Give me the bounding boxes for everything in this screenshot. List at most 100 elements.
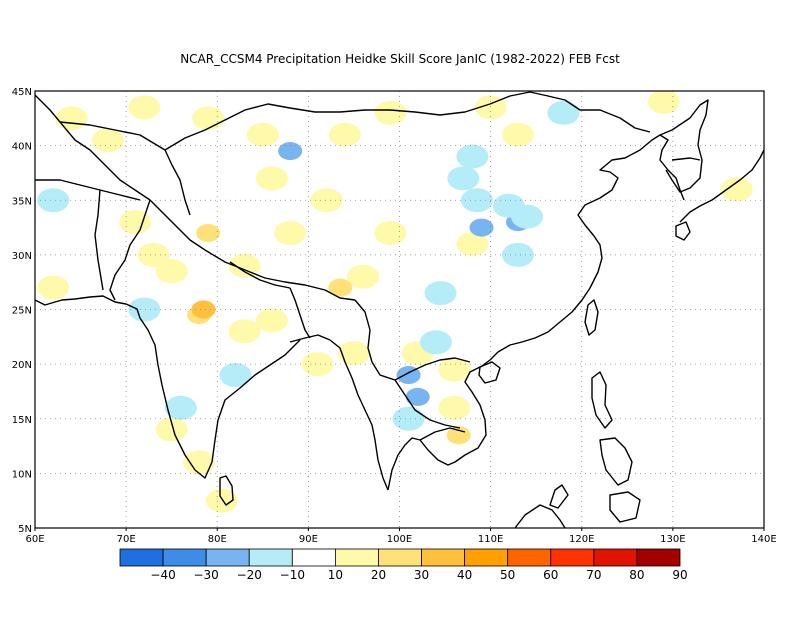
border-indochina bbox=[394, 357, 471, 381]
axis-labels: 60E 70E 80E 90E 100E 110E 120E 130E 140E 5N 10N 15N… bbox=[12, 87, 777, 545]
colorbar-label: 20 bbox=[371, 568, 386, 582]
coastline-visayas bbox=[599, 437, 633, 486]
skill-patch bbox=[205, 488, 238, 513]
coastline-south-china bbox=[497, 235, 603, 353]
skill-patch bbox=[405, 387, 430, 406]
border-nepal bbox=[229, 261, 291, 289]
border-cambodia bbox=[419, 427, 466, 441]
lat-tick-label: 15N bbox=[12, 415, 32, 426]
colorbar-swatch bbox=[378, 548, 422, 567]
skill-patch bbox=[460, 188, 493, 213]
border-laos bbox=[394, 379, 461, 429]
colorbar-swatch bbox=[507, 548, 552, 567]
coastline-borneo bbox=[514, 504, 566, 528]
coastline-japan bbox=[679, 149, 764, 223]
skill-patch bbox=[192, 106, 225, 131]
lat-tick-label: 45N bbox=[12, 87, 32, 98]
skill-patch bbox=[374, 100, 407, 125]
skill-patch bbox=[438, 395, 471, 420]
border-himalaya bbox=[149, 199, 356, 301]
skill-patch bbox=[438, 357, 471, 382]
colorbar-label: 50 bbox=[500, 568, 515, 582]
skill-patch bbox=[469, 218, 494, 237]
colorbar-swatch bbox=[334, 548, 379, 567]
skill-patch bbox=[196, 224, 221, 243]
lat-tick-label: 25N bbox=[12, 306, 32, 317]
skill-patch bbox=[424, 281, 457, 306]
skill-patch bbox=[446, 426, 471, 445]
skill-patch bbox=[255, 308, 288, 333]
colorbar-label: 80 bbox=[629, 568, 644, 582]
colorbar: −40 −30 −20 −10 10 20 30 40 50 60 70 80 90 bbox=[119, 548, 688, 582]
lat-tick-label: 20N bbox=[12, 360, 32, 371]
skill-patch bbox=[301, 352, 334, 377]
colorbar-swatch bbox=[291, 548, 336, 567]
colorbar-label: −10 bbox=[280, 568, 305, 582]
skill-patch bbox=[374, 221, 407, 246]
skill-patch bbox=[328, 122, 361, 147]
colorbar-label: 70 bbox=[586, 568, 601, 582]
colorbar-label: 30 bbox=[414, 568, 429, 582]
skill-patch bbox=[447, 166, 480, 191]
coastline-myanmar bbox=[289, 334, 389, 491]
skill-patch bbox=[647, 91, 680, 114]
colorbar-swatch bbox=[593, 548, 638, 567]
coastline-luzon bbox=[591, 371, 613, 429]
colorbar-swatch bbox=[205, 548, 250, 567]
skill-patch bbox=[155, 259, 188, 284]
colorbar-label: 40 bbox=[457, 568, 472, 582]
skill-patch bbox=[191, 300, 216, 319]
colorbar-label: −30 bbox=[193, 568, 218, 582]
skill-patches bbox=[37, 91, 753, 513]
lon-tick-label: 140E bbox=[751, 534, 776, 545]
coastline-kyushu bbox=[675, 221, 691, 241]
skill-patch bbox=[278, 142, 303, 161]
chart-title: NCAR_CCSM4 Precipitation Heidke Skill Sc… bbox=[180, 52, 620, 66]
coastline-malay bbox=[387, 351, 499, 491]
skill-patch bbox=[155, 417, 188, 442]
skill-patch bbox=[55, 106, 88, 131]
border-india-pakistan bbox=[109, 199, 151, 301]
border-korea bbox=[671, 157, 701, 161]
skill-patch bbox=[228, 253, 261, 278]
border-kashmir bbox=[164, 149, 191, 216]
lon-tick-label: 70E bbox=[117, 534, 136, 545]
colorbar-swatch bbox=[636, 548, 681, 567]
skill-patch bbox=[255, 166, 288, 191]
lat-tick-label: 30N bbox=[12, 251, 32, 262]
coastline-taiwan bbox=[584, 299, 599, 336]
skill-patch bbox=[37, 275, 70, 300]
skill-patch bbox=[183, 450, 216, 475]
lat-tick-label: 5N bbox=[18, 524, 32, 535]
coastline-india bbox=[139, 317, 301, 479]
colorbar-swatch bbox=[248, 548, 293, 567]
colorbar-swatch bbox=[550, 548, 595, 567]
skill-patch bbox=[274, 221, 307, 246]
coastline-sri-lanka bbox=[219, 475, 234, 506]
coastlines-and-borders bbox=[35, 91, 764, 528]
skill-patch bbox=[492, 193, 525, 218]
lon-tick-label: 120E bbox=[569, 534, 594, 545]
lat-tick-label: 10N bbox=[12, 469, 32, 480]
colorbar-swatch bbox=[162, 548, 207, 567]
skill-patch bbox=[328, 278, 353, 297]
lon-tick-label: 90E bbox=[299, 534, 318, 545]
skill-patch bbox=[128, 95, 161, 120]
colorbar-label: 10 bbox=[328, 568, 343, 582]
colorbar-swatch bbox=[421, 548, 466, 567]
colorbar-swatch bbox=[119, 548, 164, 567]
coastline-mindanao bbox=[609, 491, 641, 523]
skill-patch bbox=[419, 330, 452, 355]
lat-tick-label: 35N bbox=[12, 196, 32, 207]
coastline-iran-pakistan bbox=[35, 295, 141, 319]
coastline-korea bbox=[659, 99, 709, 193]
border-bangladesh bbox=[289, 287, 311, 339]
skill-patch bbox=[392, 406, 425, 431]
colorbar-label: −20 bbox=[237, 568, 262, 582]
skill-patch bbox=[501, 122, 534, 147]
colorbar-swatch bbox=[464, 548, 509, 567]
lon-tick-label: 130E bbox=[660, 534, 685, 545]
skill-patch bbox=[128, 297, 161, 322]
skill-patch bbox=[37, 188, 70, 213]
